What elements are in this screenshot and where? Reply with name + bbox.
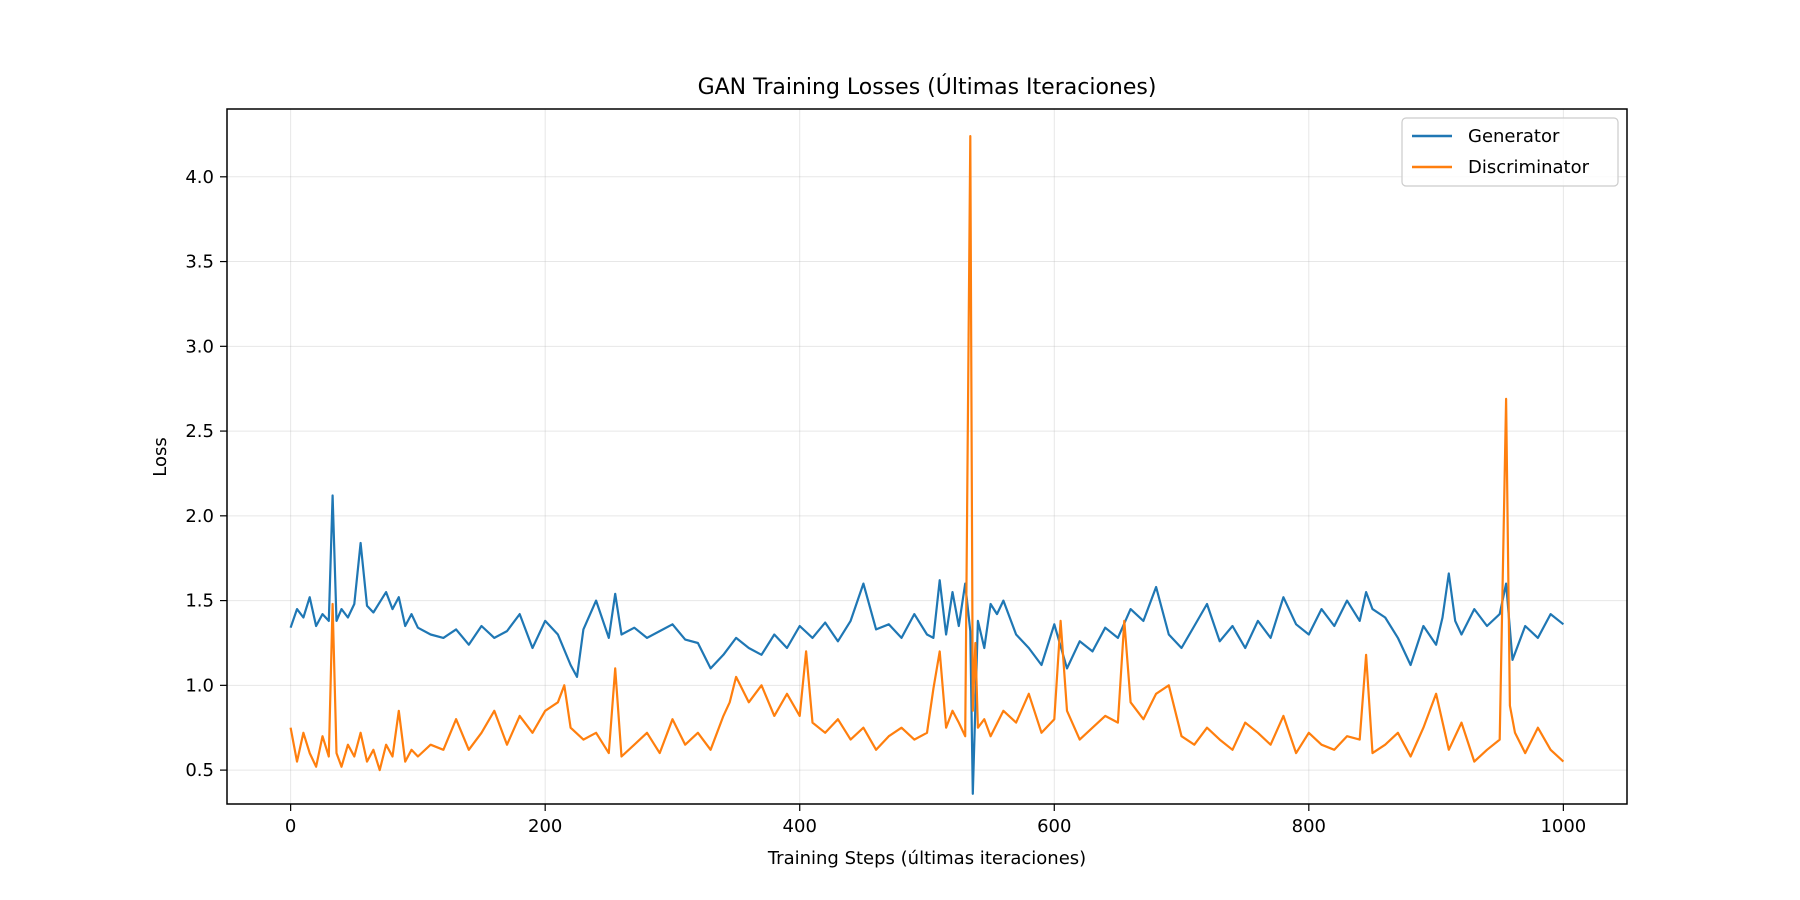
y-axis-label: Loss (150, 437, 171, 476)
y-tick-label: 0.5 (185, 760, 214, 781)
x-tick-label: 800 (1292, 816, 1326, 837)
series-lines (289, 135, 1565, 795)
x-tick-label: 0 (285, 816, 296, 837)
x-axis-label: Training Steps (últimas iteraciones) (767, 848, 1086, 869)
legend-label-generator: Generator (1468, 126, 1560, 147)
y-tick-label: 3.0 (185, 336, 214, 357)
y-tick-label: 3.5 (185, 252, 214, 273)
y-tick-label: 1.0 (185, 675, 214, 696)
plot-frame (226, 108, 1628, 805)
legend-label-discriminator: Discriminator (1468, 157, 1590, 178)
y-tick-label: 2.0 (185, 506, 214, 527)
y-tick-label: 2.5 (185, 421, 214, 442)
y-tick-label: 4.0 (185, 167, 214, 188)
y-tick-label: 1.5 (185, 591, 214, 612)
series-line-discriminator (289, 135, 1565, 772)
grid (227, 109, 1627, 804)
legend-box (1401, 117, 1619, 187)
series-line-generator (289, 494, 1565, 795)
x-tick-label: 600 (1037, 816, 1071, 837)
chart-title: GAN Training Losses (Últimas Iteraciones… (698, 74, 1157, 100)
x-tick-label: 400 (783, 816, 817, 837)
x-tick-label: 200 (528, 816, 562, 837)
x-axis: 0 200 400 600 800 1000 (285, 804, 1586, 837)
y-axis: 0.5 1.0 1.5 2.0 2.5 3.0 3.5 4.0 (185, 167, 227, 781)
legend: Generator Discriminator (1401, 117, 1619, 187)
x-tick-label: 1000 (1540, 816, 1586, 837)
